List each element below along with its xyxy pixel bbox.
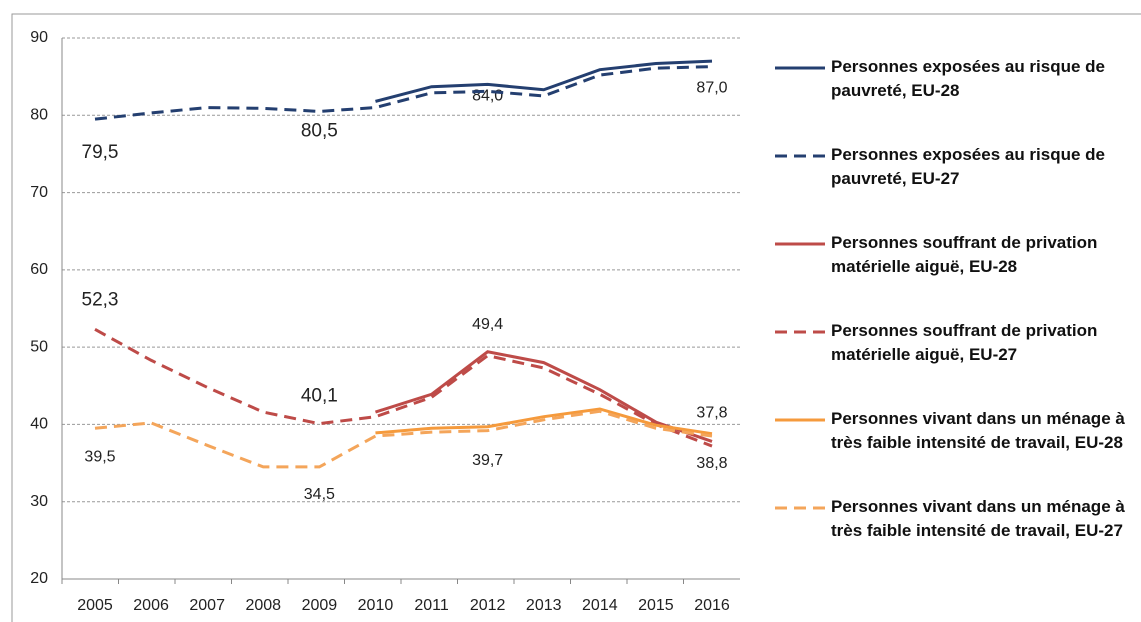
x-tick-label: 2007 <box>189 597 225 614</box>
data-label: 80,5 <box>301 120 338 141</box>
series-line <box>375 350 713 443</box>
y-tick-label: 90 <box>30 29 48 46</box>
data-label: 34,5 <box>304 486 335 503</box>
data-label: 79,5 <box>82 142 119 163</box>
data-label: 37,8 <box>696 405 727 422</box>
x-tick-label: 2008 <box>245 597 281 614</box>
legend-swatch <box>775 242 825 246</box>
data-label: 39,7 <box>472 452 503 469</box>
x-tick-label: 2011 <box>414 597 449 614</box>
legend-label: Personnes souffrant de privation matérie… <box>831 321 1098 364</box>
x-tick-label: 2014 <box>582 597 618 614</box>
x-tick-label: 2012 <box>470 597 506 614</box>
x-tick-label: 2006 <box>133 597 169 614</box>
x-tick-label: 2016 <box>694 597 730 614</box>
legend-label: Personnes souffrant de privation matérie… <box>831 233 1098 276</box>
legend-swatch <box>775 154 825 158</box>
y-tick-label: 50 <box>30 338 48 355</box>
series-line <box>94 328 713 448</box>
series-line <box>375 407 713 436</box>
legend: Personnes exposées au risque de pauvreté… <box>775 55 1141 583</box>
y-tick-label: 60 <box>30 261 48 278</box>
legend-label: Personnes vivant dans un ménage à très f… <box>831 409 1125 452</box>
y-tick-label: 30 <box>30 493 48 510</box>
y-tick-label: 70 <box>30 184 48 201</box>
legend-item: Personnes vivant dans un ménage à très f… <box>775 495 1141 543</box>
data-label: 49,4 <box>472 316 503 333</box>
y-tick-label: 20 <box>30 570 48 587</box>
data-label: 38,8 <box>696 455 727 472</box>
legend-swatch <box>775 330 825 334</box>
legend-label: Personnes exposées au risque de pauvreté… <box>831 145 1106 188</box>
data-label: 39,5 <box>84 449 115 466</box>
x-tick-label: 2005 <box>77 597 113 614</box>
chart-border <box>11 13 1141 622</box>
data-label: 52,3 <box>82 289 119 310</box>
legend-item: Personnes exposées au risque de pauvreté… <box>775 55 1141 103</box>
series-line <box>94 65 713 121</box>
x-tick-label: 2009 <box>302 597 338 614</box>
legend-label: Personnes exposées au risque de pauvreté… <box>831 57 1106 100</box>
x-tick-label: 2015 <box>638 597 674 614</box>
legend-label: Personnes vivant dans un ménage à très f… <box>831 497 1125 540</box>
legend-item: Personnes vivant dans un ménage à très f… <box>775 407 1141 455</box>
legend-item: Personnes souffrant de privation matérie… <box>775 231 1141 279</box>
legend-swatch <box>775 506 825 510</box>
data-label: 87,0 <box>696 79 727 96</box>
legend-item: Personnes souffrant de privation matérie… <box>775 319 1141 367</box>
legend-item: Personnes exposées au risque de pauvreté… <box>775 143 1141 191</box>
y-tick-label: 40 <box>30 416 48 433</box>
series-line <box>94 409 713 469</box>
legend-swatch <box>775 418 825 422</box>
x-tick-label: 2013 <box>526 597 562 614</box>
data-label: 40,1 <box>301 386 338 407</box>
y-tick-label: 80 <box>30 107 48 124</box>
series-line <box>375 59 713 103</box>
legend-swatch <box>775 66 825 70</box>
x-tick-label: 2010 <box>358 597 394 614</box>
